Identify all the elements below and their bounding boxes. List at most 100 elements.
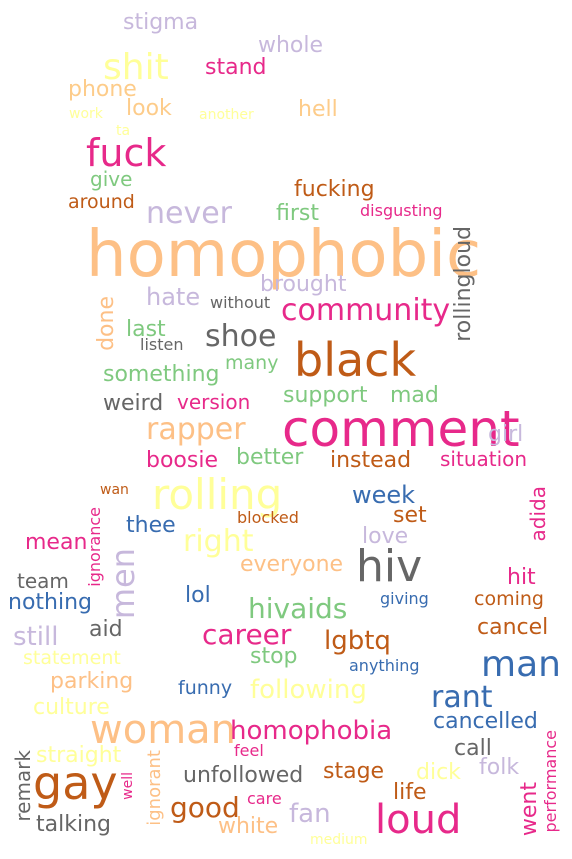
word-talking: talking [36,812,111,837]
word-something: something [103,362,220,387]
word-shoe: shoe [205,319,277,354]
word-blocked: blocked [237,508,299,527]
word-disgusting: disgusting [360,201,443,220]
word-went: went [517,782,542,837]
word-everyone: everyone [240,552,344,577]
word-thee: thee [126,513,176,538]
word-another: another [199,107,254,123]
word-done: done [94,296,119,351]
word-fuck: fuck [86,131,167,175]
word-wan: wan [100,482,129,498]
word-hivaids: hivaids [248,592,348,625]
word-girl: girl [488,422,524,447]
word-instead: instead [330,448,412,473]
word-right: right [183,524,254,559]
word-men: men [104,548,142,620]
word-support: support [283,383,368,408]
word-still: still [13,622,59,652]
word-without: without [210,293,271,312]
word-love: love [362,524,409,549]
word-anything: anything [349,656,420,675]
word-call: call [454,736,492,761]
word-comment: comment [282,400,520,458]
word-gay: gay [33,756,118,810]
word-situation: situation [440,447,528,471]
word-woman: woman [90,707,237,753]
word-work: work [69,106,103,122]
word-giving: giving [380,589,429,608]
word-adida: adida [526,486,550,542]
word-homophobia: homophobia [230,716,393,746]
word-rolling: rolling [152,470,283,519]
word-rapper: rapper [146,412,246,447]
word-hate: hate [146,283,201,311]
word-remark: remark [11,750,35,822]
word-mad: mad [390,383,439,408]
word-cancelled: cancelled [433,709,538,734]
word-phone: phone [68,77,137,102]
word-brought: brought [260,272,347,297]
word-team: team [17,569,69,593]
word-career: career [202,618,292,651]
word-nothing: nothing [8,590,92,615]
word-life: life [393,780,427,805]
word-rollingloud: rollingloud [451,226,476,342]
word-many: many [225,352,279,374]
word-loud: loud [375,797,462,843]
word-parking: parking [50,669,134,694]
word-funny: funny [178,677,233,699]
word-shit: shit [103,47,169,88]
word-lol: lol [185,583,211,608]
word-fucking: fucking [294,177,375,202]
word-straight: straight [36,743,122,768]
word-first: first [276,201,319,226]
word-dick: dick [416,760,461,785]
word-coming: coming [474,588,544,610]
word-care: care [247,789,282,808]
word-performance: performance [541,730,560,833]
word-give: give [90,167,133,191]
word-black: black [294,333,417,387]
word-stage: stage [323,759,385,784]
word-aid: aid [89,617,123,642]
word-mean: mean [25,530,88,555]
word-ignorant: ignorant [144,750,165,826]
word-medium: medium [310,832,368,848]
word-boosie: boosie [146,448,218,473]
word-last: last [126,317,166,342]
word-community: community [281,293,451,328]
word-weird: weird [103,391,164,416]
word-lgbtq: lgbtq [324,626,391,656]
word-fan: fan [289,799,331,829]
word-better: better [236,445,304,470]
word-never: never [146,196,233,231]
word-around: around [68,191,135,213]
word-whole: whole [258,33,324,58]
word-cancel: cancel [477,615,549,640]
word-set: set [393,503,427,528]
word-well: well [120,772,136,800]
word-statement: statement [23,647,121,669]
word-ignorance: ignorance [85,507,104,587]
word-version: version [177,390,251,414]
word-stigma: stigma [123,10,199,35]
word-feel: feel [234,741,264,760]
word-hiv: hiv [356,541,423,592]
word-folk: folk [479,755,520,780]
word-man: man [481,644,561,685]
word-hell: hell [298,97,338,122]
word-hit: hit [507,565,536,590]
word-white: white [218,814,279,839]
word-homophobic: homophobic [86,218,482,292]
word-culture: culture [33,695,110,720]
word-week: week [352,481,416,509]
word-stop: stop [250,644,298,669]
word-listen: listen [140,335,184,354]
word-following: following [250,675,367,705]
word-ta: ta [116,123,131,139]
word-unfollowed: unfollowed [183,763,304,788]
word-look: look [126,96,172,121]
word-good: good [170,791,240,824]
word-stand: stand [205,55,267,80]
